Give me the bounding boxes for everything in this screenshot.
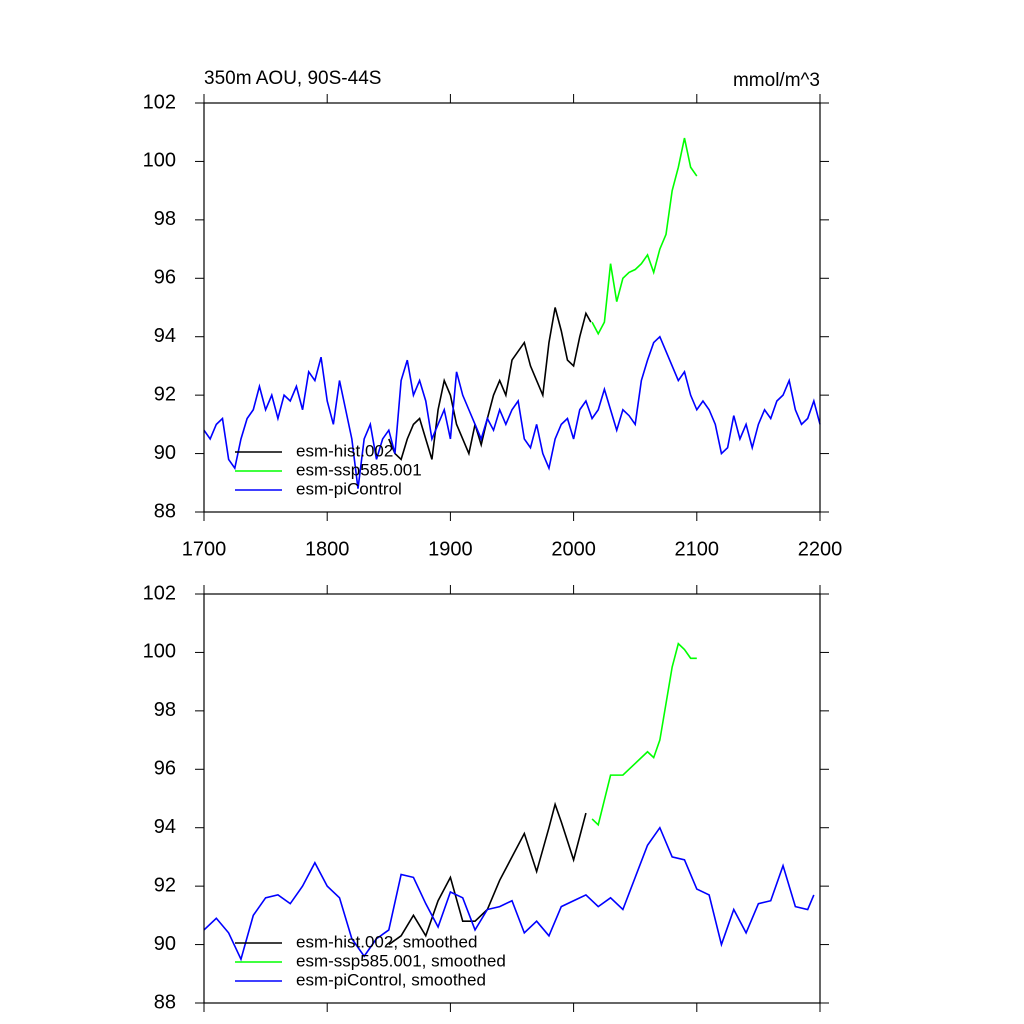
data-line xyxy=(203,826,815,962)
y-tick-label: 94 xyxy=(154,816,176,838)
y-tick-label: 96 xyxy=(154,267,176,289)
y-tick-label: 88 xyxy=(154,991,176,1013)
units-label: mmol/m^3 xyxy=(733,70,820,91)
legend-label: esm-hist.002 xyxy=(296,441,393,460)
y-tick-label: 98 xyxy=(154,208,176,230)
y-tick-label: 90 xyxy=(154,933,176,955)
x-tick-label: 1700 xyxy=(182,538,227,560)
x-tick-label: 1900 xyxy=(428,538,473,560)
y-tick-label: 96 xyxy=(154,758,176,780)
plot-frame xyxy=(203,593,821,1004)
legend-label: esm-piControl xyxy=(296,479,402,498)
chart-title: 350m AOU, 90S-44S xyxy=(204,68,381,89)
data-line xyxy=(388,307,592,461)
data-line xyxy=(388,801,587,946)
y-tick-label: 88 xyxy=(154,500,176,522)
x-tick-label: 1800 xyxy=(305,538,350,560)
y-tick-label: 90 xyxy=(154,442,176,464)
y-tick-label: 94 xyxy=(154,325,176,347)
y-tick-label: 98 xyxy=(154,699,176,721)
legend-label: esm-piControl, smoothed xyxy=(296,970,486,989)
legend-label: esm-ssp585.001 xyxy=(296,460,422,479)
x-tick-label: 2100 xyxy=(675,538,720,560)
legend-label: esm-hist.002, smoothed xyxy=(296,932,477,951)
data-line xyxy=(591,137,698,336)
y-tick-label: 100 xyxy=(143,150,176,172)
y-tick-label: 92 xyxy=(154,383,176,405)
y-tick-label: 102 xyxy=(143,582,176,604)
y-tick-label: 92 xyxy=(154,874,176,896)
x-tick-label: 2200 xyxy=(798,538,843,560)
legend-label: esm-ssp585.001, smoothed xyxy=(296,951,506,970)
y-tick-label: 102 xyxy=(143,91,176,113)
y-tick-label: 100 xyxy=(143,641,176,663)
x-tick-label: 2000 xyxy=(551,538,596,560)
data-line xyxy=(203,335,821,489)
plot-frame xyxy=(203,102,821,513)
data-line xyxy=(591,642,697,827)
